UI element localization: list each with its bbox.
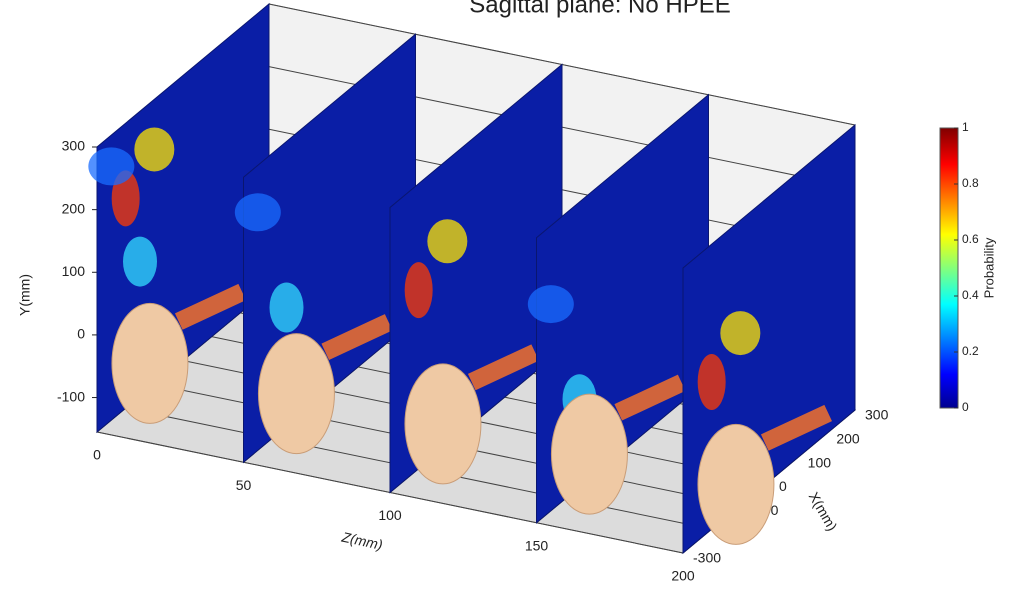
x-tick-label: -300 <box>693 550 721 566</box>
y-tick-label: 300 <box>62 138 86 154</box>
colorbar-tick-label: 1 <box>962 120 969 134</box>
colorbar-tick-label: 0.8 <box>962 176 979 190</box>
heat-blob <box>427 219 467 263</box>
colorbar-tick-label: 0.4 <box>962 288 979 302</box>
z-tick-label: 150 <box>525 537 549 553</box>
x-tick-label: 0 <box>779 478 787 494</box>
heat-blob <box>405 262 433 318</box>
head-model <box>258 334 334 454</box>
y-tick-label: -100 <box>57 388 85 404</box>
z-tick-label: 100 <box>378 507 402 523</box>
heat-blob <box>235 193 281 231</box>
colorbar-tick-label: 0.6 <box>962 232 979 246</box>
z-tick-label: 200 <box>671 568 695 584</box>
z-tick-label: 0 <box>93 447 101 463</box>
head-model <box>698 424 774 544</box>
colorbar-tick-label: 0.2 <box>962 344 979 358</box>
head-model <box>112 303 188 423</box>
y-tick-label: 0 <box>77 326 85 342</box>
x-axis-label: X(mm) <box>806 489 841 533</box>
z-tick-label: 50 <box>236 477 252 493</box>
x-tick-label: 100 <box>808 454 832 470</box>
colorbar-label: Probability <box>981 237 996 298</box>
colorbar <box>940 128 958 408</box>
heat-blob <box>134 127 174 171</box>
colorbar-tick-label: 0 <box>962 400 969 414</box>
chart: 050100150200-300-200-1000100200300-10001… <box>0 0 1010 589</box>
heat-blob <box>88 147 134 185</box>
chart-title: Sagittal plane: No HPEE <box>469 0 730 18</box>
y-axis-label: Y(mm) <box>17 274 33 316</box>
y-tick-label: 100 <box>62 263 86 279</box>
x-tick-label: 300 <box>865 407 889 423</box>
head-model <box>551 394 627 514</box>
x-tick-label: 200 <box>836 431 860 447</box>
head-model <box>405 364 481 484</box>
y-tick-label: 200 <box>62 200 86 216</box>
heat-blob <box>270 282 304 332</box>
heat-blob <box>528 285 574 323</box>
heat-blob <box>123 237 157 287</box>
heat-blob <box>698 354 726 410</box>
plot: 050100150200-300-200-1000100200300-10001… <box>57 4 979 584</box>
z-axis-label: Z(mm) <box>339 528 384 552</box>
heat-blob <box>720 311 760 355</box>
